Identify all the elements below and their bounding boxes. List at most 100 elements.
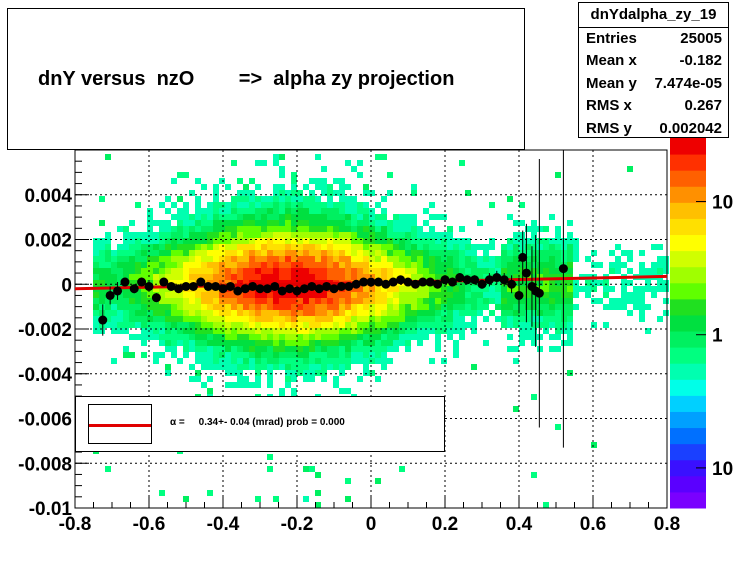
heatmap-cell xyxy=(489,268,495,274)
heatmap-cell xyxy=(291,370,297,376)
heatmap-cell xyxy=(345,184,351,190)
heatmap-cell xyxy=(159,298,165,304)
heatmap-cell xyxy=(285,334,291,340)
heatmap-cell xyxy=(375,340,381,346)
heatmap-cell xyxy=(267,214,273,220)
heatmap-cell xyxy=(633,286,639,292)
heatmap-cell xyxy=(483,262,489,268)
heatmap-cell xyxy=(543,316,549,322)
heatmap-cell xyxy=(411,190,417,196)
heatmap-cell xyxy=(315,292,321,298)
heatmap-cell xyxy=(327,208,333,214)
stats-value: 7.474e-05 xyxy=(654,74,722,92)
heatmap-cell xyxy=(189,292,195,298)
heatmap-cell xyxy=(213,262,219,268)
heatmap-cell xyxy=(345,160,351,166)
heatmap-cell xyxy=(147,262,153,268)
heatmap-cell xyxy=(201,244,207,250)
heatmap-cell xyxy=(543,502,549,508)
heatmap-cell xyxy=(261,196,267,202)
heatmap-cell xyxy=(213,256,219,262)
heatmap-cell xyxy=(381,364,387,370)
heatmap-cell xyxy=(231,208,237,214)
heatmap-cell xyxy=(447,328,453,334)
heatmap-cell xyxy=(591,298,597,304)
heatmap-cell xyxy=(273,244,279,250)
heatmap-cell xyxy=(405,328,411,334)
heatmap-cell xyxy=(117,310,123,316)
heatmap-cell xyxy=(291,256,297,262)
heatmap-cell xyxy=(495,292,501,298)
heatmap-cell xyxy=(225,208,231,214)
heatmap-cell xyxy=(303,208,309,214)
heatmap-cell xyxy=(435,316,441,322)
heatmap-cell xyxy=(513,262,519,268)
heatmap-cell xyxy=(255,232,261,238)
profile-point xyxy=(518,252,528,262)
heatmap-cell xyxy=(231,298,237,304)
heatmap-cell xyxy=(513,358,519,364)
heatmap-cell xyxy=(459,310,465,316)
heatmap-cell xyxy=(399,304,405,310)
heatmap-cell xyxy=(369,244,375,250)
heatmap-cell xyxy=(363,250,369,256)
heatmap-cell xyxy=(339,184,345,190)
heatmap-cell xyxy=(555,304,561,310)
heatmap-cell xyxy=(225,310,231,316)
heatmap-cell xyxy=(507,214,513,220)
heatmap-cell xyxy=(201,298,207,304)
heatmap-cell xyxy=(369,220,375,226)
heatmap-cell xyxy=(267,316,273,322)
heatmap-cell xyxy=(159,334,165,340)
heatmap-cell xyxy=(129,280,135,286)
heatmap-cell xyxy=(411,184,417,190)
heatmap-cell xyxy=(231,250,237,256)
heatmap-cell xyxy=(345,310,351,316)
heatmap-cell xyxy=(135,256,141,262)
heatmap-cell xyxy=(213,298,219,304)
heatmap-cell xyxy=(387,340,393,346)
heatmap-cell xyxy=(513,316,519,322)
profile-point xyxy=(381,279,391,289)
heatmap-cell xyxy=(363,298,369,304)
heatmap-cell xyxy=(225,316,231,322)
heatmap-cell xyxy=(303,298,309,304)
heatmap-cell xyxy=(255,358,261,364)
heatmap-cell xyxy=(441,250,447,256)
heatmap-cell xyxy=(381,334,387,340)
heatmap-cell xyxy=(333,256,339,262)
heatmap-cell xyxy=(189,256,195,262)
heatmap-cell xyxy=(93,292,99,298)
heatmap-cell xyxy=(255,364,261,370)
heatmap-cell xyxy=(273,346,279,352)
heatmap-cell xyxy=(243,208,249,214)
heatmap-cell xyxy=(513,280,519,286)
heatmap-cell xyxy=(279,190,285,196)
heatmap-cell xyxy=(651,292,657,298)
heatmap-cell xyxy=(315,208,321,214)
heatmap-cell xyxy=(213,268,219,274)
heatmap-cell xyxy=(273,214,279,220)
heatmap-cell xyxy=(639,268,645,274)
heatmap-cell xyxy=(429,358,435,364)
heatmap-cell xyxy=(507,334,513,340)
heatmap-cell xyxy=(279,214,285,220)
heatmap-cell xyxy=(375,352,381,358)
heatmap-cell xyxy=(567,244,573,250)
heatmap-cell xyxy=(387,256,393,262)
heatmap-cell xyxy=(165,226,171,232)
heatmap-cell xyxy=(213,304,219,310)
heatmap-cell xyxy=(225,250,231,256)
heatmap-cell xyxy=(165,262,171,268)
heatmap-cell xyxy=(447,268,453,274)
heatmap-cell xyxy=(315,328,321,334)
heatmap-cell xyxy=(291,226,297,232)
heatmap-cell xyxy=(387,328,393,334)
stats-label: Entries xyxy=(586,30,637,47)
heatmap-cell xyxy=(231,370,237,376)
heatmap-cell xyxy=(159,274,165,280)
heatmap-cell xyxy=(555,238,561,244)
heatmap-cell xyxy=(315,232,321,238)
heatmap-cell xyxy=(285,202,291,208)
heatmap-cell xyxy=(363,352,369,358)
